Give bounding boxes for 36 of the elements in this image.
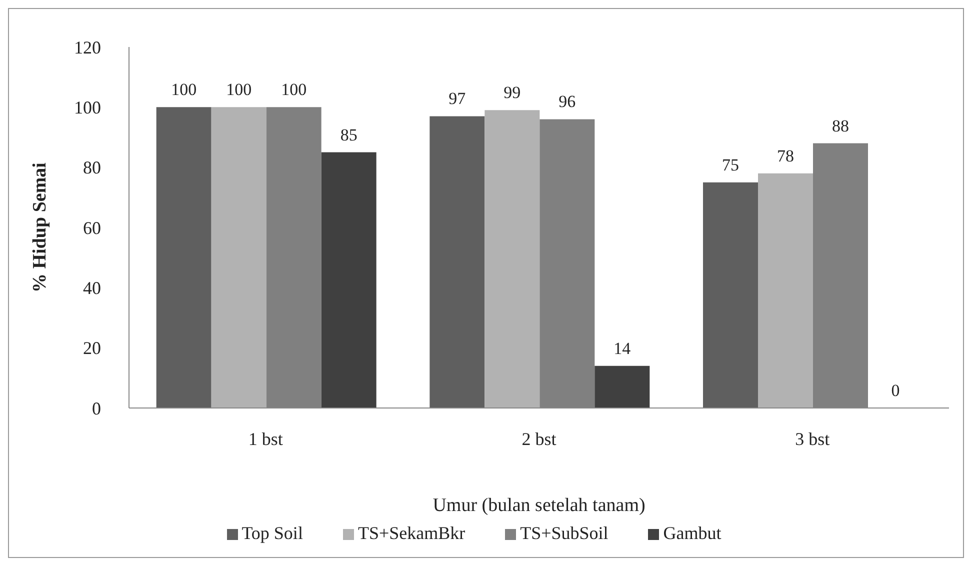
x-tick-label: 1 bst bbox=[248, 428, 283, 449]
bar bbox=[484, 110, 540, 408]
data-label: 100 bbox=[171, 80, 197, 100]
data-label: 100 bbox=[281, 80, 307, 100]
x-axis-title: Umur (bulan setelah tanam) bbox=[432, 495, 646, 516]
y-tick-label: 0 bbox=[92, 398, 101, 418]
y-tick-label: 20 bbox=[83, 338, 101, 358]
data-label: 0 bbox=[891, 380, 900, 400]
data-label: 85 bbox=[340, 125, 358, 144]
data-label: 88 bbox=[832, 116, 849, 136]
bar bbox=[758, 173, 813, 408]
bar bbox=[594, 366, 650, 408]
data-label: 14 bbox=[614, 338, 632, 358]
data-label: 96 bbox=[558, 92, 576, 112]
data-label: 99 bbox=[504, 83, 521, 102]
y-tick-label: 60 bbox=[83, 218, 101, 238]
bar bbox=[703, 182, 758, 408]
legend-label: TS+SubSoil bbox=[520, 523, 608, 543]
legend-label: TS+SekamBkr bbox=[358, 523, 466, 543]
bar bbox=[211, 107, 266, 408]
y-axis-title: % Hidup Semai bbox=[30, 162, 51, 292]
data-label: 100 bbox=[226, 80, 252, 100]
x-tick-label: 2 bst bbox=[522, 428, 556, 449]
y-tick-label: 80 bbox=[83, 158, 101, 178]
data-label: 97 bbox=[448, 89, 466, 108]
data-label: 75 bbox=[722, 155, 739, 174]
legend-label: Top Soil bbox=[242, 523, 303, 543]
y-tick-label: 40 bbox=[83, 278, 101, 298]
y-tick-label: 100 bbox=[74, 98, 101, 118]
data-label: 78 bbox=[777, 146, 794, 166]
bar bbox=[430, 116, 485, 408]
legend-label: Gambut bbox=[663, 523, 722, 543]
bar bbox=[156, 107, 212, 408]
bar bbox=[321, 152, 376, 408]
y-tick-label: 120 bbox=[74, 37, 101, 58]
x-tick-label: 3 bst bbox=[795, 428, 830, 449]
